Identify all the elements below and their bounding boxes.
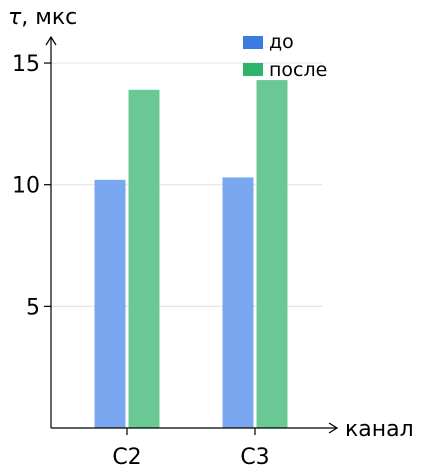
x-axis-title: канал [345, 417, 414, 442]
bar-c3-series-2 [256, 80, 288, 429]
legend-label-after: после [269, 59, 327, 81]
bar-c2-series-2 [128, 89, 160, 429]
x-tick-label-c2: C2 [112, 445, 141, 469]
y-axis-variable: τ [8, 5, 22, 30]
y-axis-title: τ, мкс [8, 5, 77, 30]
bar-c3-series-1 [222, 177, 254, 428]
y-axis-unit: , мкс [21, 5, 77, 30]
axes [45, 35, 339, 434]
y-axis-arrow [45, 35, 57, 46]
bars [94, 80, 288, 429]
legend-label-before: до [269, 31, 294, 53]
legend-swatch-before [243, 36, 263, 49]
y-tick-label: 5 [26, 295, 40, 320]
legend: до после [243, 31, 327, 81]
y-ticks: 5 10 15 [12, 52, 51, 320]
bar-c2-series-1 [94, 179, 126, 428]
y-tick-label: 10 [12, 174, 40, 199]
x-axis-arrow [328, 422, 339, 434]
y-tick-label: 15 [12, 52, 40, 77]
x-ticks: C2 C3 [112, 428, 270, 470]
x-tick-label-c3: C3 [240, 445, 269, 469]
legend-swatch-after [243, 63, 263, 76]
